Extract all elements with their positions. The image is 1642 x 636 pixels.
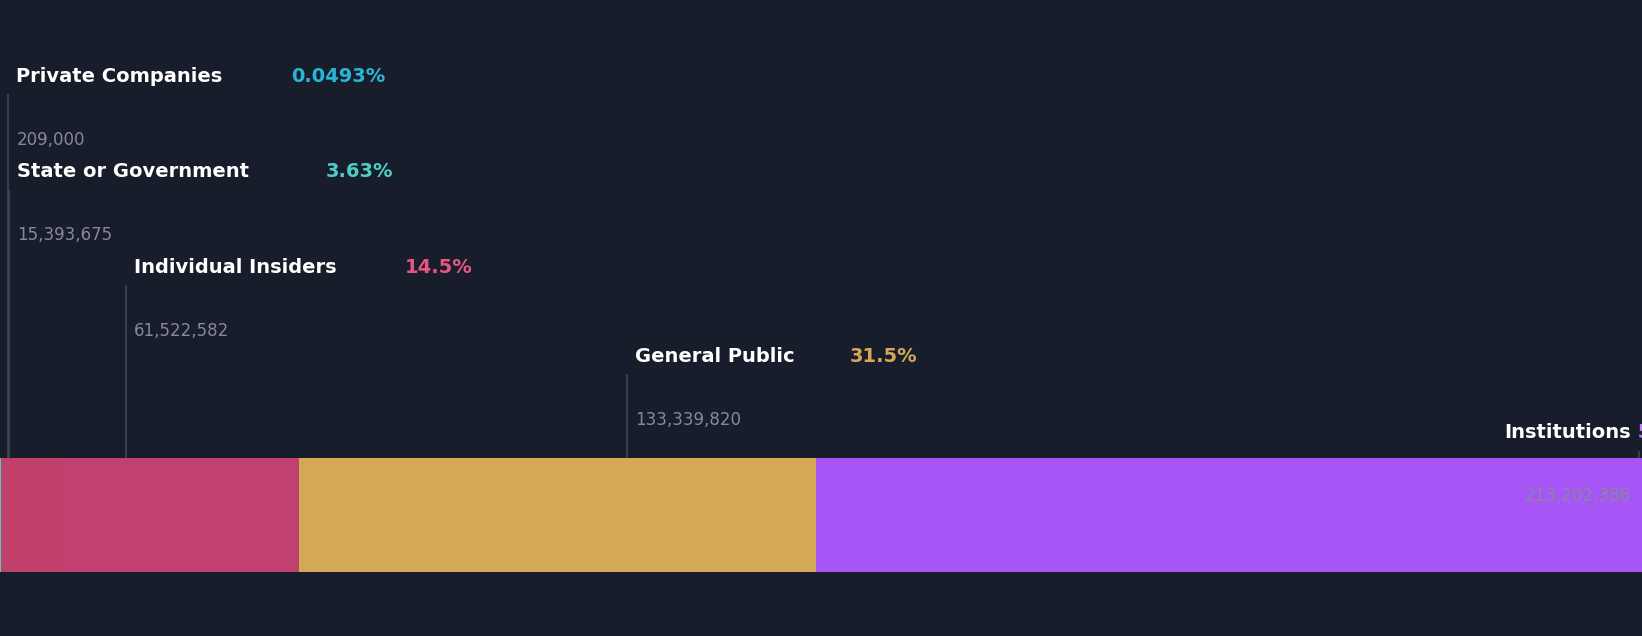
Text: 0.0493%: 0.0493% — [291, 67, 386, 86]
Bar — [0, 458, 61, 572]
Text: Individual Insiders: Individual Insiders — [135, 258, 343, 277]
Text: 213,202,386: 213,202,386 — [1524, 487, 1631, 505]
Text: 3.63%: 3.63% — [325, 162, 392, 181]
Bar — [299, 458, 816, 572]
Text: 209,000: 209,000 — [16, 131, 85, 149]
Text: 14.5%: 14.5% — [404, 258, 473, 277]
Text: 31.5%: 31.5% — [851, 347, 918, 366]
Text: Private Companies: Private Companies — [16, 67, 230, 86]
Bar — [61, 458, 299, 572]
Bar — [816, 458, 1642, 572]
Text: 133,339,820: 133,339,820 — [635, 411, 741, 429]
Text: 15,393,675: 15,393,675 — [16, 226, 112, 244]
Text: Institutions: Institutions — [1504, 423, 1631, 442]
Text: 50.3%: 50.3% — [1631, 423, 1642, 442]
Text: 61,522,582: 61,522,582 — [135, 322, 230, 340]
Text: General Public: General Public — [635, 347, 801, 366]
Text: State or Government: State or Government — [16, 162, 256, 181]
